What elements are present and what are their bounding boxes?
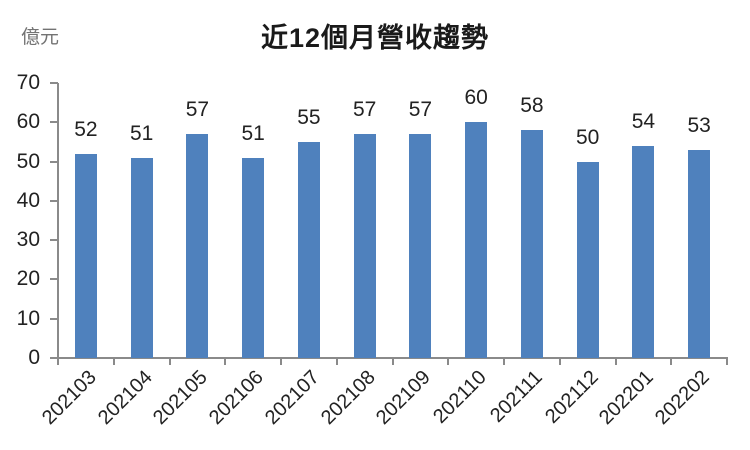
y-tick-label: 70 [16,71,40,94]
bar [632,145,655,358]
bar [74,153,97,358]
bar-value-label: 53 [687,113,711,137]
bar-value-label: 57 [352,98,377,122]
y-tick-label: 60 [16,110,40,134]
bar [186,134,209,358]
bar [520,130,543,358]
bar [688,149,711,358]
y-axis-tick [50,121,58,124]
x-axis-tick [224,357,227,365]
x-axis-tick [335,357,338,365]
y-tick-label: 20 [16,267,40,291]
x-axis-tick [670,357,673,365]
y-axis-tick [50,239,58,242]
bar [297,141,320,358]
y-tick-label: 10 [16,306,40,330]
y-axis-tick [50,199,58,202]
x-axis-tick [280,357,282,365]
x-axis-tick [391,357,394,365]
y-tick-label: 30 [16,228,40,252]
y-axis-unit-label: 億元 [21,27,60,48]
x-axis-tick [57,357,59,365]
x-axis-tick [558,357,561,365]
bar-value-label: 58 [520,94,544,118]
bar [242,157,265,358]
x-axis-tick [503,357,505,365]
x-axis-tick [614,357,617,365]
bar [576,161,599,358]
y-axis-tick [50,317,58,320]
y-tick-label: 50 [16,149,40,173]
bar [409,134,432,358]
y-tick-label: 0 [28,346,40,369]
bar-value-label: 51 [241,121,265,145]
x-axis-tick [726,357,728,365]
bar-value-label: 52 [74,117,98,141]
bar-value-label: 54 [631,109,656,133]
bar-value-label: 57 [185,98,210,122]
y-axis-tick [50,160,58,163]
y-axis-line [57,83,59,364]
y-tick-label: 40 [16,188,40,212]
y-axis-tick [50,357,58,359]
x-axis-tick [112,357,115,365]
x-axis-tick [447,357,450,365]
bar-value-label: 57 [408,98,433,122]
x-axis-tick [168,357,171,365]
y-axis-tick [50,82,58,84]
bar [130,157,153,358]
bar [465,122,488,358]
bar-value-label: 51 [129,121,154,145]
bar [353,134,376,358]
chart-title: 近12個月營收趨勢 [260,23,490,53]
bar-value-label: 55 [297,105,321,129]
x-axis-line [50,357,727,359]
bar-value-label: 60 [464,86,488,110]
y-axis-tick [50,278,58,281]
bar-value-label: 50 [575,125,600,149]
